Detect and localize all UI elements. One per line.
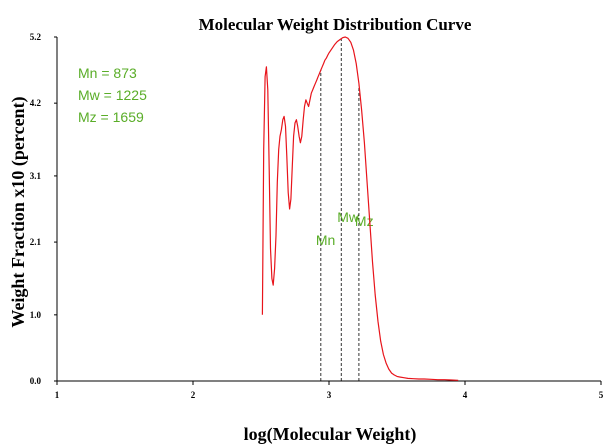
marker-label-mn: Mn [316, 232, 335, 248]
x-tick-label: 1 [55, 390, 60, 400]
stats-annotations: Mn = 873 Mw = 1225 Mz = 1659 [78, 65, 147, 125]
series [261, 36, 459, 381]
series-line [261, 36, 459, 381]
x-ticks: 1 2 3 4 5 [55, 381, 604, 400]
x-tick-label: 5 [599, 390, 604, 400]
marker-label-mw: Mw [337, 209, 360, 225]
stat-label: Mn = 873 [78, 65, 137, 81]
y-tick-label: 3.1 [30, 171, 42, 181]
y-ticks: 0.0 1.0 2.1 3.1 4.2 5.2 [30, 32, 57, 386]
y-tick-label: 4.2 [30, 98, 42, 108]
y-tick-label: 5.2 [30, 32, 42, 42]
stat-label: Mz = 1659 [78, 109, 144, 125]
y-tick-label: 1.0 [30, 310, 42, 320]
y-axis-label: Weight Fraction x10 (percent) [8, 96, 29, 327]
y-tick-label: 0.0 [30, 376, 42, 386]
x-tick-label: 3 [327, 390, 332, 400]
y-tick-label: 2.1 [30, 237, 42, 247]
stat-label: Mw = 1225 [78, 87, 147, 103]
x-axis-label: log(Molecular Weight) [244, 424, 417, 445]
x-tick-label: 4 [463, 390, 468, 400]
chart-title: Molecular Weight Distribution Curve [199, 15, 472, 34]
marker-label-mz: Mz [355, 213, 374, 229]
x-tick-label: 2 [191, 390, 196, 400]
